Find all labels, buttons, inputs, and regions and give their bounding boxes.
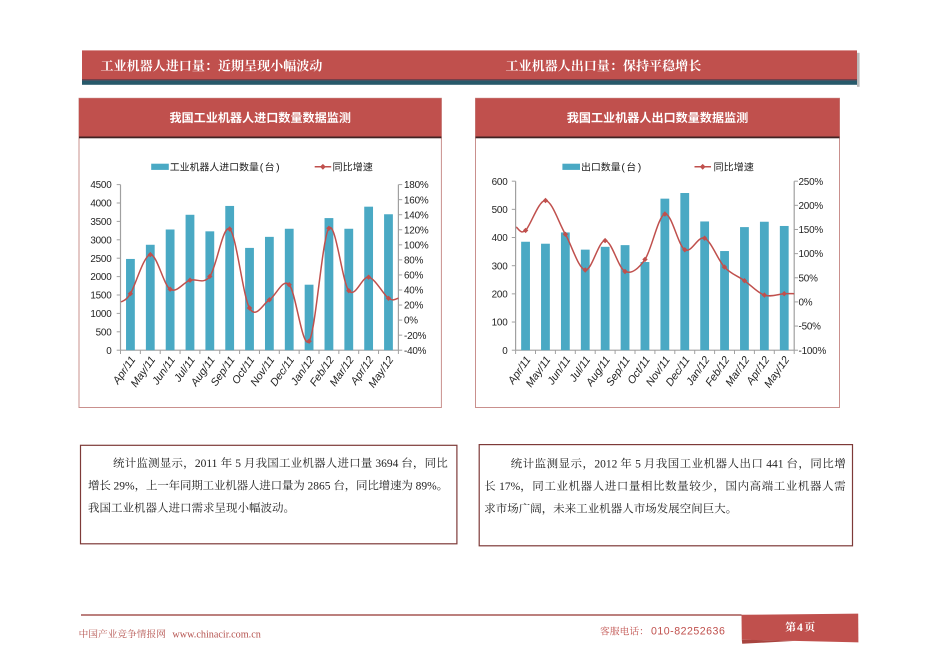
svg-text:2865: 2865 xyxy=(308,480,331,492)
svg-text:500: 500 xyxy=(96,327,113,338)
svg-text:20%: 20% xyxy=(404,301,424,312)
svg-text:89%: 89% xyxy=(416,480,438,492)
svg-text:4: 4 xyxy=(797,621,803,634)
svg-text:150%: 150% xyxy=(799,225,824,236)
svg-text:): ) xyxy=(638,161,642,173)
svg-text:1500: 1500 xyxy=(90,291,112,302)
svg-text:0: 0 xyxy=(106,346,112,357)
svg-text:2012: 2012 xyxy=(594,459,617,471)
svg-text:5: 5 xyxy=(635,459,641,471)
svg-text:100%: 100% xyxy=(404,240,429,251)
svg-text:(: ( xyxy=(621,161,625,173)
svg-text:3500: 3500 xyxy=(90,217,112,228)
svg-text:2500: 2500 xyxy=(90,254,112,265)
svg-text:40%: 40% xyxy=(404,286,424,297)
svg-text:441: 441 xyxy=(766,459,784,471)
svg-text:17%: 17% xyxy=(499,481,521,493)
svg-text:(: ( xyxy=(260,161,264,173)
svg-text:80%: 80% xyxy=(404,255,424,266)
svg-text:100: 100 xyxy=(492,318,509,329)
svg-text:0: 0 xyxy=(502,346,508,357)
svg-text:-100%: -100% xyxy=(799,346,827,357)
svg-text:0%: 0% xyxy=(799,298,813,309)
svg-text:1000: 1000 xyxy=(90,309,112,320)
svg-text:5: 5 xyxy=(235,458,241,470)
svg-text:010-82252636: 010-82252636 xyxy=(651,626,725,638)
svg-text:29%: 29% xyxy=(114,480,136,492)
svg-text:120%: 120% xyxy=(404,225,429,236)
svg-text:140%: 140% xyxy=(404,210,429,221)
svg-text:-40%: -40% xyxy=(404,346,427,357)
svg-text:): ) xyxy=(276,161,280,173)
svg-text:4000: 4000 xyxy=(90,199,112,210)
svg-text:160%: 160% xyxy=(404,195,429,206)
svg-text:100%: 100% xyxy=(799,249,824,260)
svg-text:300: 300 xyxy=(492,261,509,272)
svg-text:600: 600 xyxy=(492,177,509,188)
svg-text:200: 200 xyxy=(492,289,509,300)
svg-text:200%: 200% xyxy=(799,201,824,212)
svg-text:0%: 0% xyxy=(404,316,418,327)
svg-text:-50%: -50% xyxy=(799,322,822,333)
svg-text:2000: 2000 xyxy=(90,272,112,283)
svg-text:4500: 4500 xyxy=(90,180,112,191)
svg-text:500: 500 xyxy=(492,205,509,216)
svg-text:60%: 60% xyxy=(404,271,424,282)
svg-text:50%: 50% xyxy=(799,273,819,284)
svg-text:3694: 3694 xyxy=(375,458,398,470)
svg-text:-20%: -20% xyxy=(404,331,427,342)
svg-text:400: 400 xyxy=(492,233,509,244)
svg-text:250%: 250% xyxy=(799,177,824,188)
svg-text:2011: 2011 xyxy=(195,458,218,470)
svg-text:www.chinacir.com.cn: www.chinacir.com.cn xyxy=(172,629,260,640)
svg-text:180%: 180% xyxy=(404,180,429,191)
svg-text:3000: 3000 xyxy=(90,235,112,246)
